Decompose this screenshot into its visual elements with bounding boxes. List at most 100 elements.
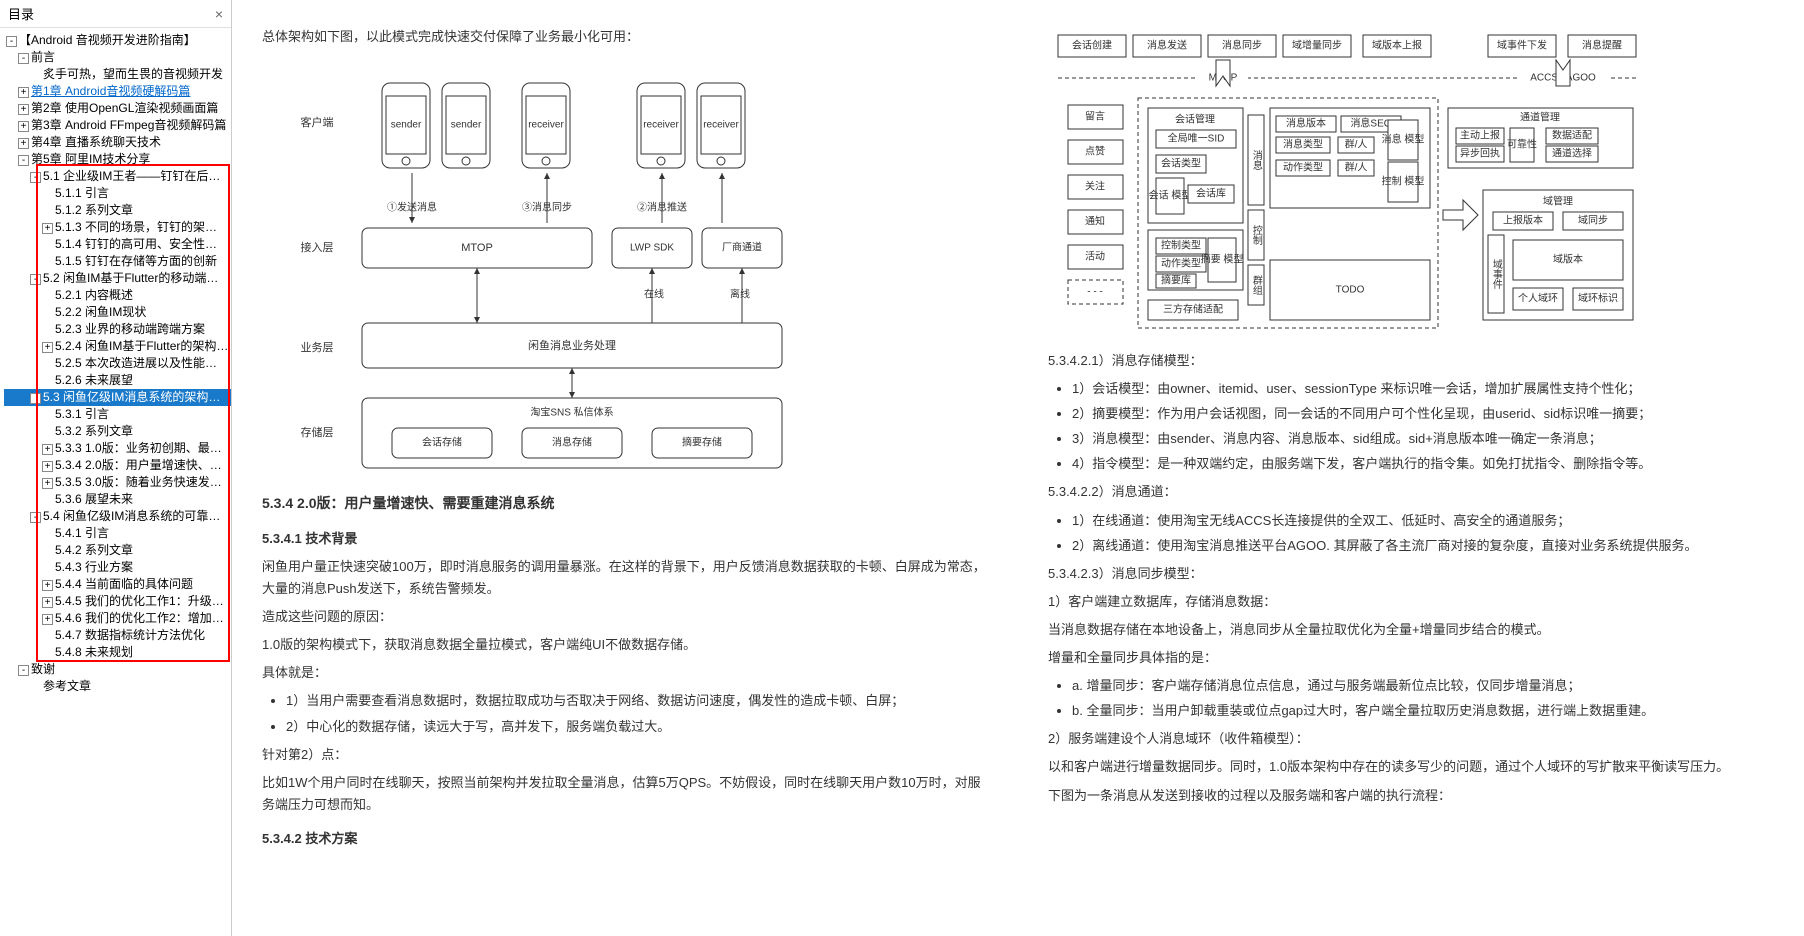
toc-label: 5.3.2 系列文章 (55, 424, 133, 438)
para: 具体就是： (262, 662, 988, 684)
toc-node[interactable]: +5.3.5 3.0版：随着业务快速发展，系统 (4, 474, 231, 491)
svg-text:会话管理: 会话管理 (1175, 113, 1215, 126)
toc-node[interactable]: 5.1.5 钉钉在存储等方面的创新 (4, 253, 231, 270)
heading-5.3.4.2.3: 5.3.4.2.3）消息同步模型： (1048, 563, 1774, 585)
toc-node[interactable]: -前言 (4, 49, 231, 66)
toc-label: 5.4.1 引言 (55, 526, 109, 540)
toc-label: 5.4.6 我们的优化工作2：增加质量监 (55, 611, 231, 625)
toc-node[interactable]: 5.2.5 本次改造进展以及性能对比 (4, 355, 231, 372)
tree-toggle-icon[interactable]: + (42, 580, 53, 591)
architecture-diagram-1: 客户端 接入层 业务层 存储层 sender sender receiver r… (262, 58, 988, 478)
toc-node[interactable]: +5.3.4 2.0版：用户量增速快、需要重建 (4, 457, 231, 474)
tree-toggle-icon[interactable]: - (30, 512, 41, 523)
tree-toggle-icon[interactable]: + (42, 461, 53, 472)
diagram1-svg: 客户端 接入层 业务层 存储层 sender sender receiver r… (262, 58, 822, 478)
tree-toggle-icon[interactable]: - (18, 53, 29, 64)
tree-toggle-icon[interactable]: - (18, 155, 29, 166)
close-icon[interactable]: × (215, 6, 223, 22)
tree-toggle-icon[interactable]: - (30, 274, 41, 285)
para: 1）客户端建立数据库，存储消息数据： (1048, 591, 1774, 613)
svg-text:接入层: 接入层 (301, 241, 334, 254)
toc-node[interactable]: 5.4.1 引言 (4, 525, 231, 542)
list-item: b. 全量同步：当用户卸载重装或位点gap过大时，客户端全量拉取历史消息数据，进… (1072, 700, 1774, 722)
para: 增量和全量同步具体指的是： (1048, 647, 1774, 669)
toc-node[interactable]: +第3章 Android FFmpeg音视频解码篇 (4, 117, 231, 134)
toc-node[interactable]: +第4章 直播系统聊天技术 (4, 134, 231, 151)
toc-node[interactable]: +5.2.4 闲鱼IM基于Flutter的架构设计 (4, 338, 231, 355)
toc-link[interactable]: 第1章 Android音视频硬解码篇 (31, 84, 190, 98)
sidebar-header: 目录 × (0, 0, 231, 28)
para: 2）服务端建设个人消息域环（收件箱模型）： (1048, 728, 1774, 750)
toc-node[interactable]: +5.4.6 我们的优化工作2：增加质量监 (4, 610, 231, 627)
toc-node[interactable]: +5.3.3 1.0版：业务初创期、最小化可用 (4, 440, 231, 457)
svg-text:群/人: 群/人 (1345, 138, 1368, 151)
svg-text:会话库: 会话库 (1196, 187, 1226, 200)
tree-toggle-icon[interactable]: - (30, 172, 41, 183)
heading-5.3.4.2.2: 5.3.4.2.2）消息通道： (1048, 481, 1774, 503)
list-item: 1）会话模型：由owner、itemid、user、sessionType 来标… (1072, 378, 1774, 400)
svg-text:域事件下发: 域事件下发 (1497, 39, 1547, 52)
tree-toggle-icon[interactable]: + (42, 597, 53, 608)
toc-node[interactable]: +5.1.3 不同的场景，钉钉的架构思路不 (4, 219, 231, 236)
toc-label: 5.4.2 系列文章 (55, 543, 133, 557)
toc-label: 5.2.4 闲鱼IM基于Flutter的架构设计 (55, 339, 231, 353)
toc-node[interactable]: 5.2.6 未来展望 (4, 372, 231, 389)
toc-node[interactable]: 5.3.2 系列文章 (4, 423, 231, 440)
tree-toggle-icon[interactable]: + (18, 104, 29, 115)
toc-node[interactable]: -5.3 闲鱼亿级IM消息系统的架构演进之路 (4, 389, 231, 406)
toc-node[interactable]: 5.4.7 数据指标统计方法优化 (4, 627, 231, 644)
tree-toggle-icon[interactable]: - (30, 393, 41, 404)
para: 针对第2）点： (262, 744, 988, 766)
toc-node[interactable]: +5.4.4 当前面临的具体问题 (4, 576, 231, 593)
toc-node[interactable]: 5.2.1 内容概述 (4, 287, 231, 304)
toc-label: 5.4.7 数据指标统计方法优化 (55, 628, 205, 642)
toc-node[interactable]: -第5章 阿里IM技术分享 (4, 151, 231, 168)
tree-toggle-icon[interactable]: + (42, 444, 53, 455)
svg-text:会话存储: 会话存储 (422, 436, 462, 449)
svg-text:消息同步: 消息同步 (1222, 39, 1262, 52)
toc-node[interactable]: 5.4.2 系列文章 (4, 542, 231, 559)
toc-sidebar: 目录 × -【Android 音视频开发进阶指南】-前言炙手可热，望而生畏的音视… (0, 0, 232, 936)
toc-label: 5.1.3 不同的场景，钉钉的架构思路不 (55, 220, 231, 234)
toc-node[interactable]: 5.3.6 展望未来 (4, 491, 231, 508)
svg-text:三方存储适配: 三方存储适配 (1163, 303, 1223, 316)
tree-toggle-icon[interactable]: + (18, 121, 29, 132)
toc-node[interactable]: +第2章 使用OpenGL渲染视频画面篇 (4, 100, 231, 117)
toc-node[interactable]: +5.4.5 我们的优化工作1：升级通心核 (4, 593, 231, 610)
toc-node[interactable]: 5.1.1 引言 (4, 185, 231, 202)
toc-node[interactable]: 炙手可热，望而生畏的音视频开发 (4, 66, 231, 83)
toc-node[interactable]: 5.4.8 未来规划 (4, 644, 231, 661)
svg-text:sender: sender (391, 120, 422, 131)
toc-node[interactable]: -致谢 (4, 661, 231, 678)
toc-node[interactable]: 5.2.2 闲鱼IM现状 (4, 304, 231, 321)
toc-node[interactable]: 5.1.4 钉钉的高可用、安全性如何保证 (4, 236, 231, 253)
tree-toggle-icon[interactable]: + (42, 342, 53, 353)
toc-node[interactable]: 5.4.3 行业方案 (4, 559, 231, 576)
page-left: 总体架构如下图，以此模式完成快速交付保障了业务最小化可用： 客户端 接入层 业务… (232, 0, 1018, 936)
toc-label: 5.2.2 闲鱼IM现状 (55, 305, 146, 319)
tree-toggle-icon[interactable]: - (18, 665, 29, 676)
list-item: 1）在线通道：使用淘宝无线ACCS长连接提供的全双工、低延时、高安全的通道服务； (1072, 510, 1774, 532)
toc-node[interactable]: 5.3.1 引言 (4, 406, 231, 423)
toc-label: 5.1.5 钉钉在存储等方面的创新 (55, 254, 217, 268)
tree-toggle-icon[interactable]: + (18, 87, 29, 98)
tree-toggle-icon[interactable]: - (6, 36, 17, 47)
toc-node[interactable]: 5.1.2 系列文章 (4, 202, 231, 219)
toc-node[interactable]: -5.2 闲鱼IM基于Flutter的移动端跨端改造 (4, 270, 231, 287)
svg-text:receiver: receiver (528, 120, 564, 131)
toc-node[interactable]: -【Android 音视频开发进阶指南】 (4, 32, 231, 49)
toc-node[interactable]: -5.4 闲鱼亿级IM消息系统的可靠投递优化 (4, 508, 231, 525)
tree-toggle-icon[interactable]: + (18, 138, 29, 149)
para: 比如1W个用户同时在线聊天，按照当前架构并发拉取全量消息，估算5万QPS。不妨假… (262, 772, 988, 816)
toc-node[interactable]: -5.1 企业级IM王者——钉钉在后端架构上 (4, 168, 231, 185)
toc-node[interactable]: +第1章 Android音视频硬解码篇 (4, 83, 231, 100)
tree-toggle-icon[interactable]: + (42, 478, 53, 489)
list: 1）会话模型：由owner、itemid、user、sessionType 来标… (1072, 378, 1774, 475)
toc-node[interactable]: 5.2.3 业界的移动端跨端方案 (4, 321, 231, 338)
tree-toggle-icon[interactable]: + (42, 614, 53, 625)
svg-text:数据适配: 数据适配 (1552, 129, 1592, 142)
toc-tree[interactable]: -【Android 音视频开发进阶指南】-前言炙手可热，望而生畏的音视频开发+第… (0, 28, 231, 936)
list-item: a. 增量同步：客户端存储消息位点信息，通过与服务端最新位点比较，仅同步增量消息… (1072, 675, 1774, 697)
tree-toggle-icon[interactable]: + (42, 223, 53, 234)
toc-node[interactable]: 参考文章 (4, 678, 231, 695)
